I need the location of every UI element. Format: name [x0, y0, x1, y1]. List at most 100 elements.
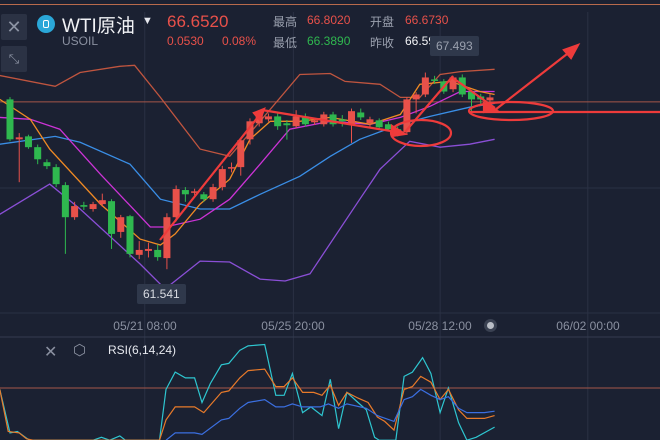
candle-body	[71, 206, 79, 218]
candle-body	[366, 119, 374, 124]
candle-down	[154, 244, 162, 261]
candle-up	[421, 72, 429, 98]
rsi-line-rsi14	[0, 368, 495, 440]
quote-header: WTI原油 ▼ USOIL 66.6520 0.0530 0.08% 最高 66…	[0, 8, 660, 52]
candle-body	[274, 116, 282, 127]
candle-body	[98, 200, 106, 205]
candle-body	[108, 201, 116, 234]
candle-body	[163, 217, 171, 259]
arrowhead	[252, 107, 266, 123]
candle-body	[449, 77, 457, 90]
candle-down	[80, 201, 88, 210]
candle-up	[264, 113, 272, 122]
candle-body	[283, 123, 291, 126]
candle-body	[375, 120, 383, 128]
candle-body	[431, 79, 439, 81]
candle-up	[98, 193, 106, 207]
line-ma-slow	[0, 90, 495, 228]
candle-down	[274, 113, 282, 130]
symbol-logo-icon	[37, 15, 55, 33]
candle-down	[24, 134, 32, 149]
trend-line-3	[404, 75, 454, 133]
candle-down	[34, 144, 42, 165]
indicator-lines	[0, 64, 495, 290]
candle-body	[421, 77, 429, 95]
candle-body	[24, 136, 32, 148]
candle-body	[228, 167, 236, 169]
low-label: 最低	[273, 36, 298, 50]
candle-up	[117, 214, 125, 238]
shrink-button[interactable]: ⤡	[1, 46, 27, 72]
candle-up	[209, 183, 217, 202]
prev-close-label: 昨收	[370, 36, 395, 50]
candle-body	[43, 162, 51, 167]
candle-down	[338, 115, 346, 127]
candle-body	[311, 120, 319, 123]
candle-up	[486, 93, 494, 104]
symbol-name[interactable]: WTI原油	[62, 16, 135, 37]
high-label: 最高	[273, 15, 298, 29]
shrink-icon: ⤡	[8, 51, 20, 66]
line-bb-lower	[0, 138, 495, 290]
candle-body	[329, 114, 337, 125]
candle-down	[181, 187, 189, 202]
candle-up	[191, 188, 199, 196]
x-tick-label: 05/25 20:00	[261, 319, 325, 333]
candle-body	[357, 112, 365, 118]
candle-down	[200, 192, 208, 202]
candle-up	[218, 165, 226, 191]
rsi-title: RSI(6,14,24)	[108, 343, 177, 357]
low-value: 66.3890	[307, 34, 351, 48]
candle-body	[117, 217, 125, 232]
candle-body	[34, 147, 42, 160]
candle-up	[163, 213, 171, 270]
user-drawings	[159, 43, 660, 241]
candle-body	[154, 249, 162, 258]
candle-body	[292, 116, 300, 127]
candle-body	[338, 119, 346, 122]
candle-body	[486, 97, 494, 101]
last-price: 66.6520	[167, 12, 229, 31]
candle-body	[218, 169, 226, 188]
open-value: 66.6730	[405, 13, 449, 27]
candle-body	[412, 94, 420, 100]
candle-down	[43, 159, 51, 170]
min-price-label: 61.541	[137, 284, 186, 304]
candle-up	[412, 92, 420, 114]
candle-body	[89, 204, 97, 210]
caret-down-icon[interactable]: ▼	[142, 15, 153, 27]
candle-down	[357, 108, 365, 120]
candle-up	[237, 138, 245, 176]
candle-body	[191, 191, 199, 193]
x-tick-label: 05/28 12:00	[408, 319, 472, 333]
candle-up	[366, 116, 374, 127]
candle-up	[246, 118, 254, 145]
candle-body	[348, 111, 356, 125]
open-label: 开盘	[370, 15, 395, 29]
price-change: 0.0530	[167, 34, 204, 48]
x-tick-label: 05/21 08:00	[113, 319, 177, 333]
scroll-handle[interactable]	[484, 319, 497, 332]
symbol-code: USOIL	[62, 34, 99, 48]
close-icon[interactable]: ✕	[44, 344, 58, 361]
candle-up	[135, 241, 143, 260]
settings-hexagon-icon[interactable]: ⬡	[73, 342, 87, 359]
rsi-panel	[0, 343, 660, 440]
highlight-ellipse-1	[389, 118, 453, 148]
candle-up	[292, 110, 300, 129]
price-change-pct: 0.08%	[222, 34, 257, 48]
candle-up	[172, 185, 180, 222]
rsi-line-rsi6	[0, 343, 495, 440]
max-price-label: 67.493	[430, 36, 479, 56]
candle-body	[403, 99, 411, 133]
close-button[interactable]: ✕	[1, 14, 27, 40]
candle-body	[264, 116, 272, 120]
rsi-line-rsi24	[165, 388, 495, 440]
trend-line-2	[261, 108, 404, 135]
candle-up	[228, 162, 236, 173]
line-bb-upper	[0, 64, 495, 158]
candle-down	[301, 113, 309, 127]
candle-up	[89, 201, 97, 212]
candle-down	[52, 164, 60, 188]
